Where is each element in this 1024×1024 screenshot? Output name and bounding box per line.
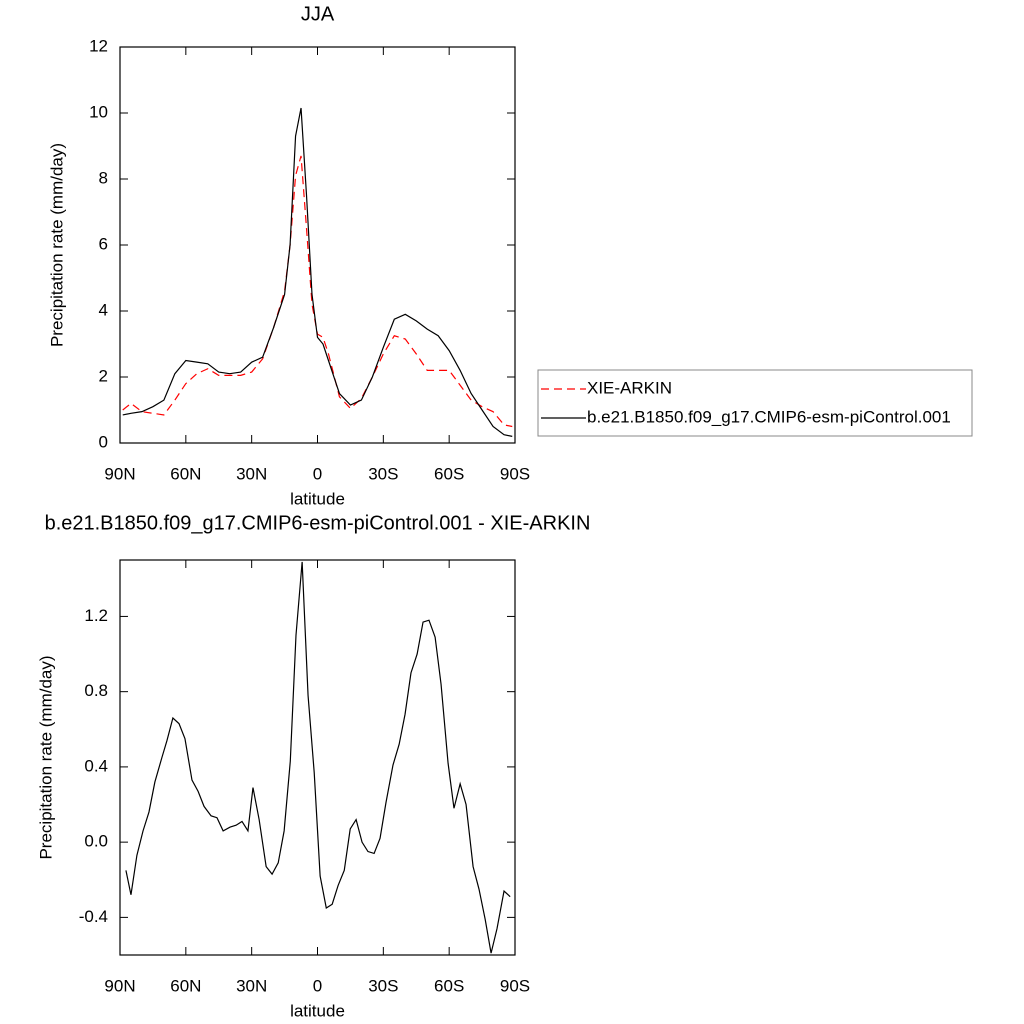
- y-tick-label: 0.0: [84, 832, 108, 851]
- x-tick-label: 30N: [236, 976, 267, 995]
- y-tick-label: 10: [89, 102, 108, 121]
- y-tick-label: 0.8: [84, 681, 108, 700]
- legend-label: XIE-ARKIN: [587, 378, 672, 397]
- data-line: [122, 107, 513, 437]
- x-tick-label: 90S: [500, 976, 530, 995]
- x-axis-label: latitude: [290, 1001, 345, 1020]
- y-tick-label: 4: [99, 300, 108, 319]
- chart-title: b.e21.B1850.f09_g17.CMIP6-esm-piControl.…: [45, 512, 591, 534]
- x-tick-label: 60S: [434, 464, 464, 483]
- data-line: [122, 155, 513, 428]
- x-tick-label: 0: [313, 464, 322, 483]
- y-tick-label: 6: [99, 234, 108, 253]
- x-tick-label: 60N: [170, 976, 201, 995]
- plot-frame: [119, 46, 516, 444]
- y-tick-label: 12: [89, 36, 108, 55]
- x-tick-label: 30S: [368, 976, 398, 995]
- x-tick-label: 30S: [368, 464, 398, 483]
- y-tick-label: -0.4: [79, 907, 108, 926]
- legend-label: b.e21.B1850.f09_g17.CMIP6-esm-piControl.…: [587, 407, 951, 426]
- x-tick-label: 30N: [236, 464, 267, 483]
- chart-title: JJA: [301, 3, 335, 25]
- x-tick-label: 60S: [434, 976, 464, 995]
- y-tick-label: 8: [99, 168, 108, 187]
- y-tick-label: 2: [99, 366, 108, 385]
- y-axis-label: Precipitation rate (mm/day): [47, 143, 66, 347]
- x-axis-label: latitude: [290, 489, 345, 508]
- legend-box: [537, 369, 973, 437]
- x-tick-label: 90N: [104, 464, 135, 483]
- y-tick-label: 0.4: [84, 756, 108, 775]
- x-tick-label: 60N: [170, 464, 201, 483]
- x-tick-label: 0: [313, 976, 322, 995]
- y-tick-label: 1.2: [84, 606, 108, 625]
- y-tick-label: 0: [99, 432, 108, 451]
- plot-frame: [119, 559, 516, 956]
- y-axis-label: Precipitation rate (mm/day): [36, 655, 55, 859]
- x-tick-label: 90S: [500, 464, 530, 483]
- data-line: [125, 561, 511, 954]
- x-tick-label: 90N: [104, 976, 135, 995]
